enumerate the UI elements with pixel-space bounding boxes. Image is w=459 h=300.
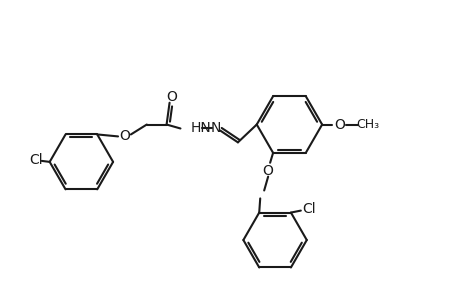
Text: Cl: Cl [29, 153, 43, 167]
Text: CH₃: CH₃ [355, 118, 379, 131]
Text: O: O [119, 129, 130, 143]
Text: HN: HN [190, 122, 211, 136]
Text: Cl: Cl [301, 202, 315, 216]
Text: O: O [334, 118, 345, 131]
Text: O: O [166, 90, 177, 104]
Text: O: O [262, 164, 273, 178]
Text: N: N [211, 122, 221, 136]
